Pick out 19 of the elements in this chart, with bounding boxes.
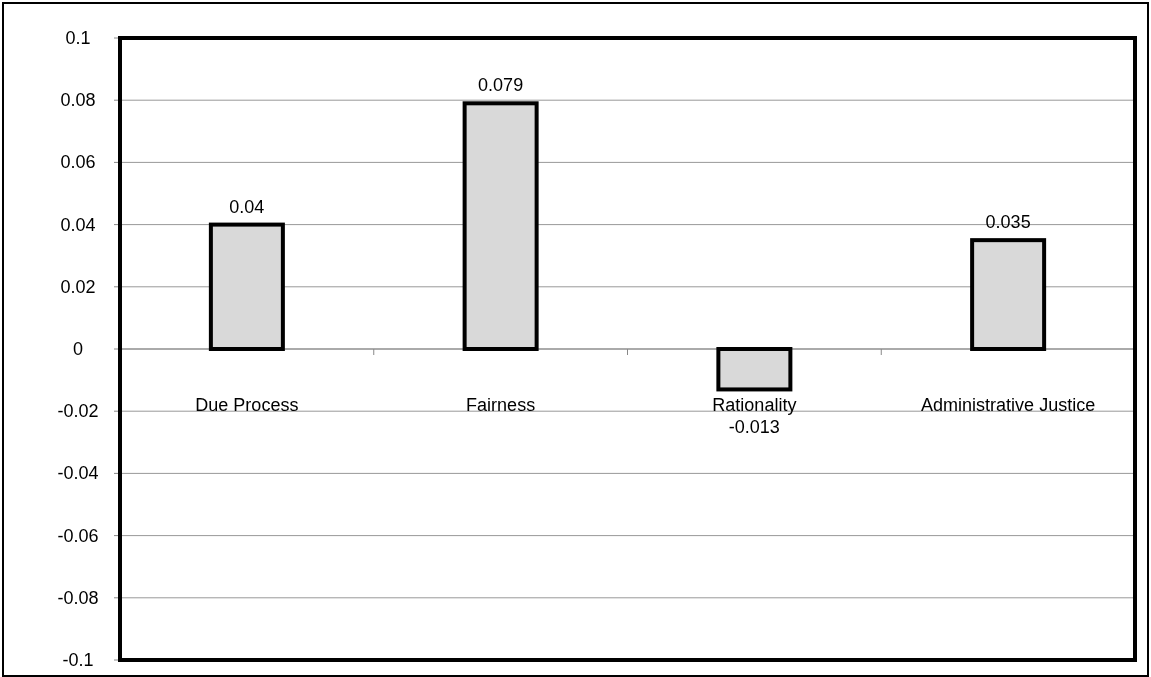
y-tick-label: -0.1 — [62, 650, 94, 670]
data-label: 0.04 — [229, 196, 265, 217]
data-label: 0.079 — [478, 75, 524, 96]
x-tick-label: Rationality — [712, 395, 797, 415]
y-tick-label: 0.08 — [60, 90, 96, 111]
x-tick-label: Administrative Justice — [921, 395, 1096, 415]
y-tick-label: 0.06 — [60, 152, 96, 173]
y-tick-label: 0.04 — [60, 214, 96, 235]
y-tick-label: 0 — [72, 339, 84, 359]
y-tick-label: 0.02 — [60, 276, 96, 297]
y-tick-label: 0.1 — [65, 28, 91, 48]
y-tick-label: -0.02 — [57, 401, 99, 422]
y-tick-label: -0.06 — [57, 525, 99, 546]
y-tick-label: -0.04 — [57, 463, 99, 484]
x-tick-label: Due Process — [195, 395, 299, 415]
data-label: 0.035 — [985, 212, 1031, 233]
y-tick-label: -0.08 — [57, 587, 99, 608]
data-label: -0.013 — [728, 417, 780, 437]
x-tick-label: Fairness — [466, 395, 536, 415]
